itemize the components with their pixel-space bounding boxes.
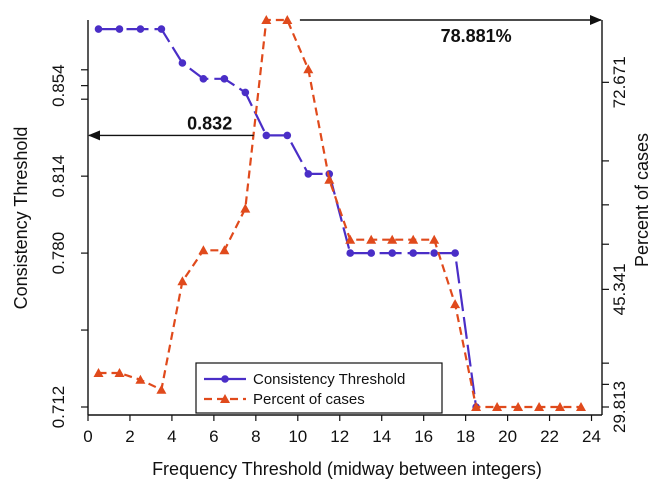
legend-box xyxy=(195,362,443,414)
right-tick-label: 29.813 xyxy=(610,381,629,433)
consistency-point xyxy=(262,131,271,140)
percent-point xyxy=(555,402,565,411)
left-tick-label: 0.780 xyxy=(49,232,68,275)
x-tick-label: 8 xyxy=(251,427,260,446)
percent-point xyxy=(366,234,377,244)
x-tick-label: 14 xyxy=(372,427,391,446)
consistency-series-line xyxy=(98,28,478,408)
consistency-point xyxy=(283,131,292,140)
consistency-point xyxy=(220,75,229,83)
legend-marker-circle xyxy=(221,375,229,383)
right-axis-title: Percent of cases xyxy=(632,133,652,267)
left-tick-label: 0.712 xyxy=(49,386,68,429)
consistency-point xyxy=(199,75,208,83)
percent-point xyxy=(534,402,545,411)
consistency-point xyxy=(451,249,459,257)
consistency-point xyxy=(178,59,187,67)
percent-point xyxy=(408,234,419,244)
percent-series-line xyxy=(98,18,581,409)
x-tick-label: 20 xyxy=(498,427,517,446)
percent-point xyxy=(471,402,482,411)
percent-point xyxy=(198,245,209,255)
right-tick-label: 45.341 xyxy=(610,263,629,315)
percent-point xyxy=(324,174,335,184)
percent-point xyxy=(576,402,586,411)
consistency-point xyxy=(430,249,438,257)
x-tick-label: 16 xyxy=(414,427,433,446)
percent-point xyxy=(303,64,314,74)
x-tick-label: 4 xyxy=(167,427,176,446)
consistency-point xyxy=(346,249,355,257)
consistency-point xyxy=(304,170,313,178)
consistency-point xyxy=(136,25,145,33)
left-tick-label: 0.854 xyxy=(49,64,68,107)
x-tick-label: 24 xyxy=(582,427,601,446)
percent-point xyxy=(492,402,503,411)
percent-point xyxy=(93,368,104,377)
x-tick-label: 6 xyxy=(209,427,218,446)
percent-point xyxy=(513,402,524,411)
percent-point xyxy=(345,234,356,244)
axes: 0 2 4 6 8 10 12 14 16 18 20 22 240.7120.7800.8140.85… xyxy=(11,20,652,479)
legend-label: Percent of cases xyxy=(253,391,365,408)
percent-point xyxy=(429,234,440,244)
percent-point xyxy=(282,15,293,24)
consistency-annotation-label: 0.832 xyxy=(187,113,232,133)
percent-point xyxy=(387,234,398,244)
percent-point xyxy=(114,368,125,377)
consistency-point xyxy=(388,249,397,257)
consistency-point xyxy=(115,25,124,33)
percent-point xyxy=(240,203,251,213)
percent-point xyxy=(261,15,272,24)
consistency-point xyxy=(409,249,417,257)
right-tick-label: 72.671 xyxy=(610,56,629,108)
percent-annotation-label: 78.881% xyxy=(441,26,512,46)
legend-marker-triangle xyxy=(220,394,230,403)
consistency-point xyxy=(241,88,250,97)
percent-point xyxy=(450,299,461,309)
left-axis-title: Consistency Threshold xyxy=(11,127,31,310)
x-tick-label: 12 xyxy=(330,427,349,446)
percent-point xyxy=(135,374,146,384)
left-tick-label: 0.814 xyxy=(49,155,68,198)
x-tick-label: 2 xyxy=(125,427,134,446)
x-tick-label: 18 xyxy=(456,427,475,446)
percent-point xyxy=(177,276,188,286)
percent-point xyxy=(219,245,230,255)
consistency-point xyxy=(94,25,103,33)
legend-label: Consistency Threshold xyxy=(253,371,405,388)
consistency-point xyxy=(367,249,376,257)
x-tick-label: 0 xyxy=(83,427,92,446)
percent-point xyxy=(156,384,167,394)
legend: Consistency Threshold Percent of cases xyxy=(195,362,443,414)
series-layer xyxy=(93,15,586,411)
x-tick-label: 10 xyxy=(288,427,307,446)
x-axis-title: Frequency Threshold (midway between inte… xyxy=(152,459,542,479)
annotations: 0.832 78.881% xyxy=(88,15,602,141)
x-tick-label: 22 xyxy=(540,427,559,446)
consistency-point xyxy=(157,25,166,33)
